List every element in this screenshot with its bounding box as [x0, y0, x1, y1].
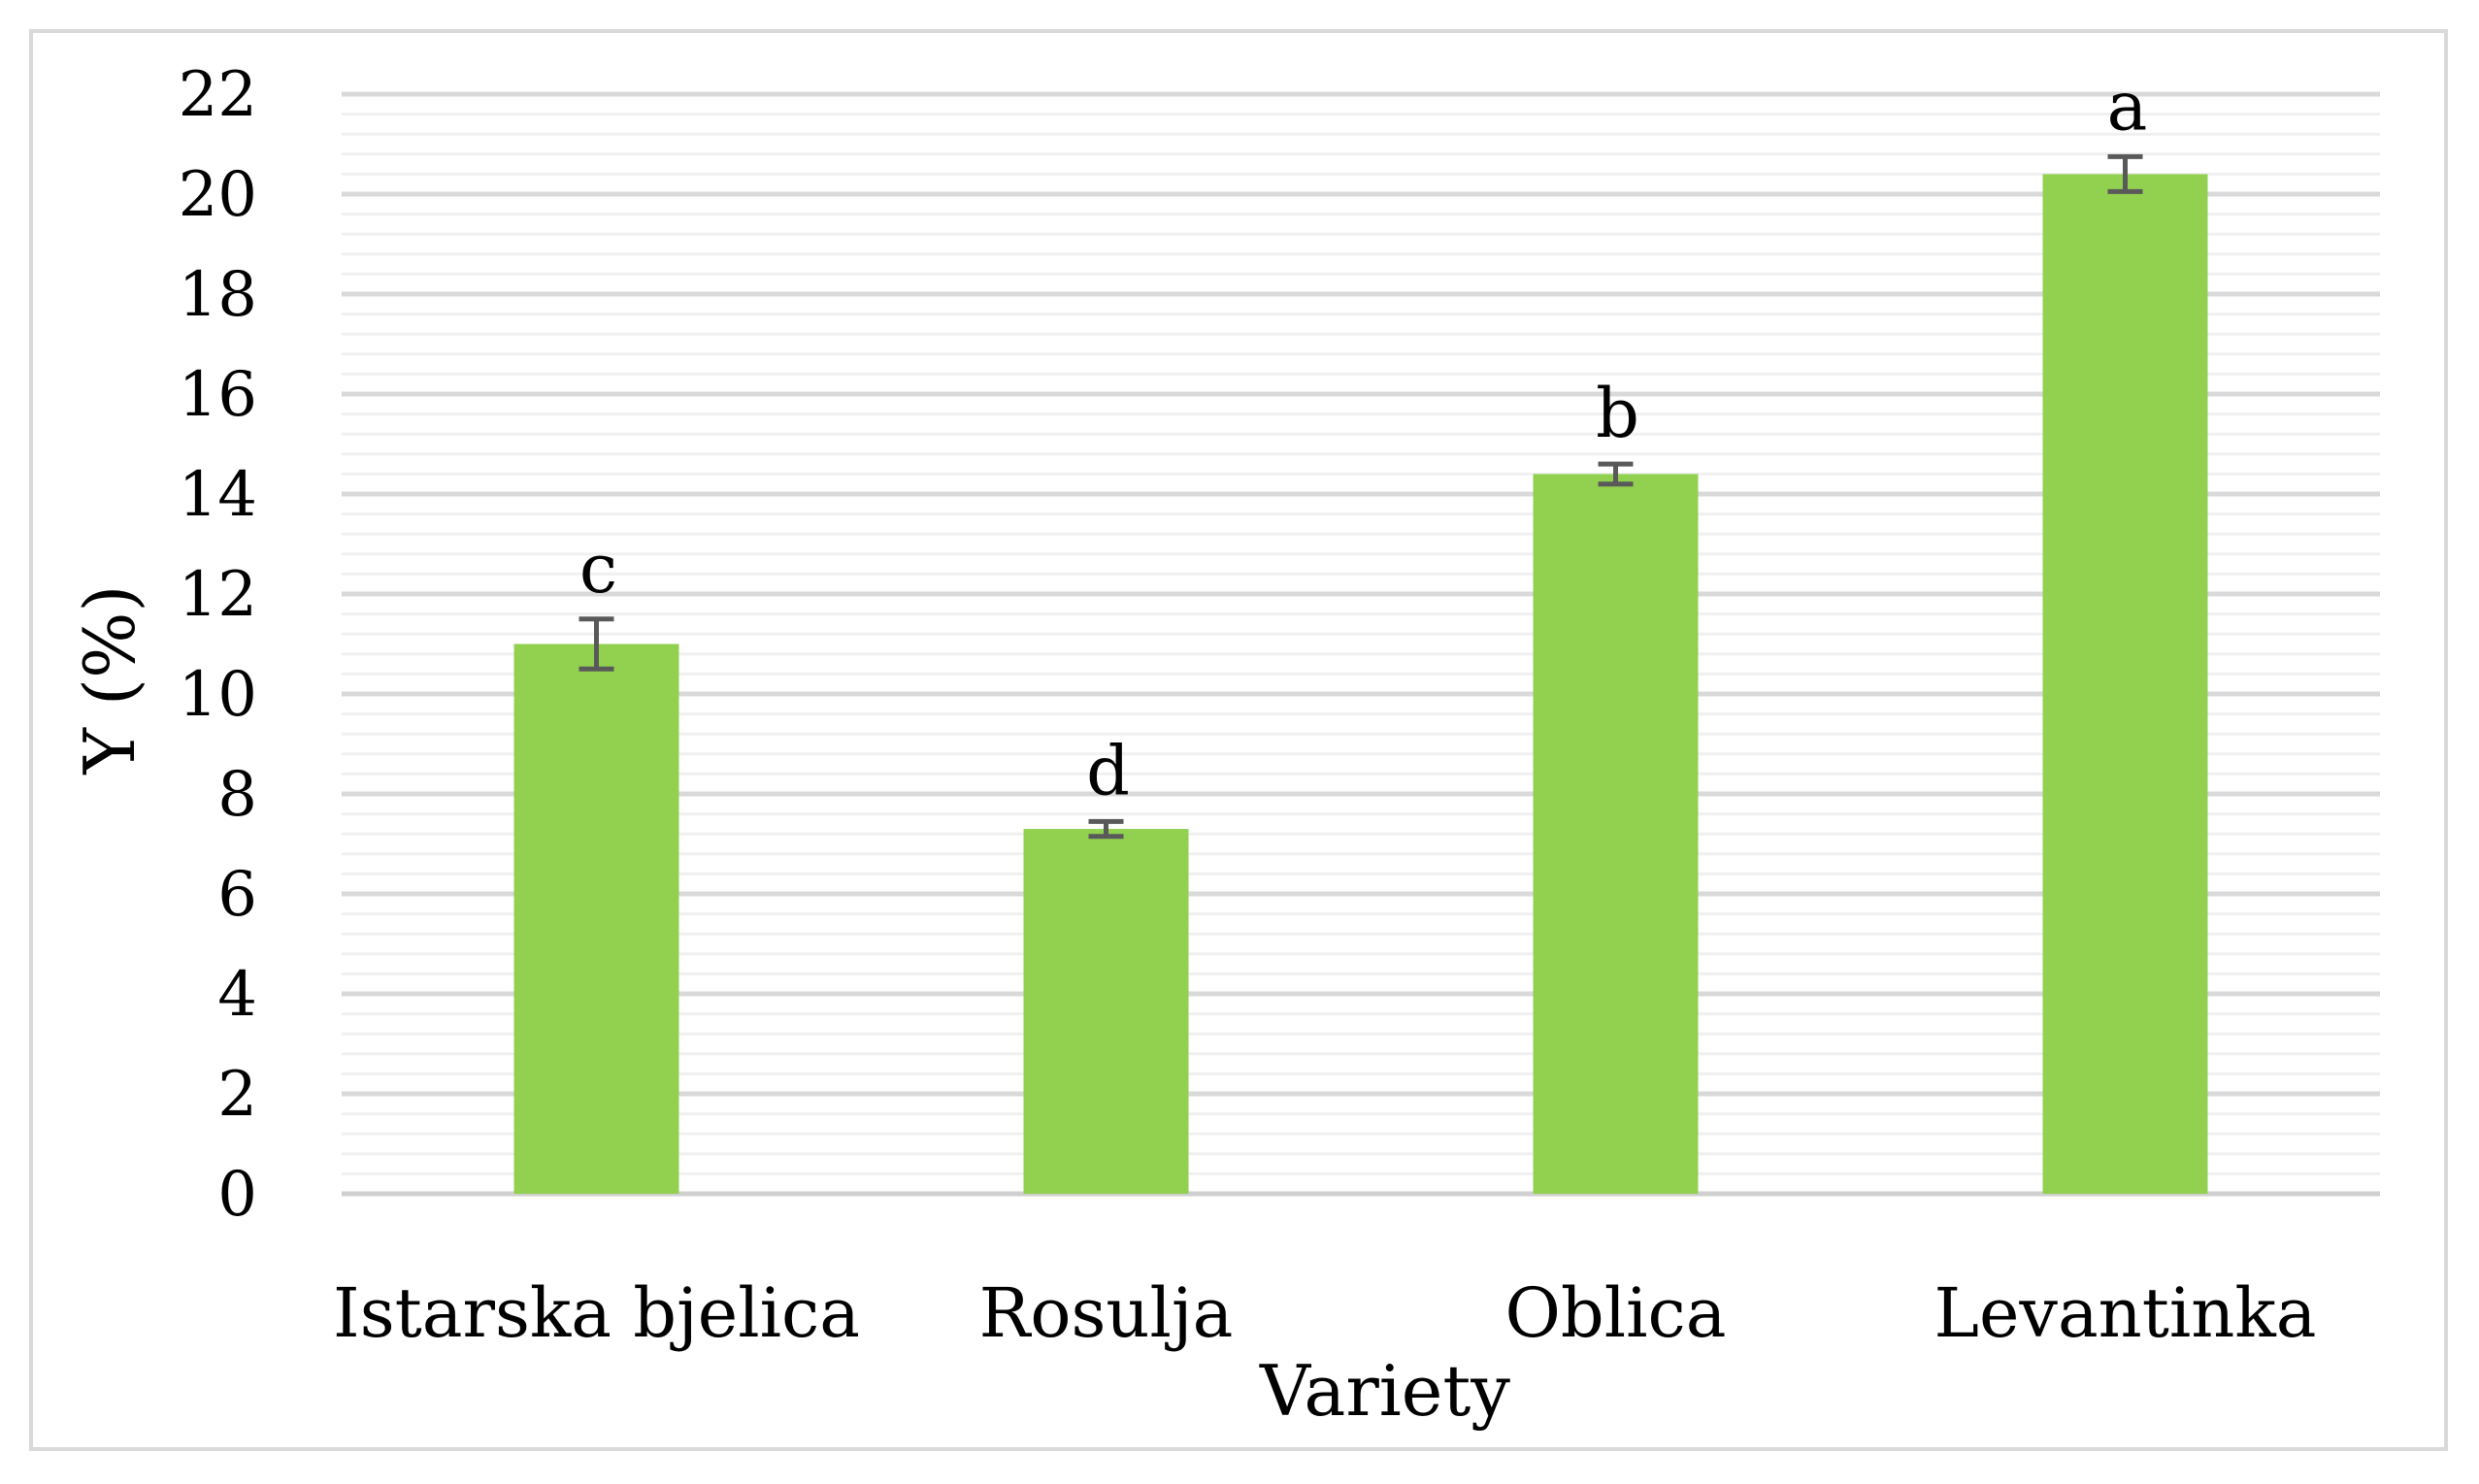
- minor-gridlines: [342, 113, 2380, 1175]
- y-tick-label: 6: [217, 859, 257, 931]
- y-tick-label: 0: [217, 1159, 257, 1231]
- bar: [1533, 474, 1699, 1194]
- bars: [513, 174, 2208, 1194]
- y-axis-title: Y (%): [69, 584, 150, 775]
- y-tick-label: 2: [217, 1059, 257, 1131]
- x-tick-label: Istarska bjelica: [333, 1273, 860, 1353]
- y-tick-label: 4: [217, 959, 257, 1031]
- y-tick-label: 18: [179, 259, 257, 331]
- bar: [2042, 174, 2208, 1194]
- x-tick-label: Levantinka: [1934, 1273, 2316, 1353]
- significance-letters: c d b a: [579, 66, 2147, 810]
- x-tick-label: Rosulja: [979, 1273, 1234, 1353]
- y-tick-label: 20: [179, 159, 257, 231]
- y-axis-ticks: 0 2 4 6 8 10 12 14 16 18 20 22: [179, 59, 257, 1231]
- y-tick-label: 22: [179, 59, 257, 131]
- x-axis-ticks: Istarska bjelica Rosulja Oblica Levantinka: [333, 1273, 2316, 1353]
- significance-letter: b: [1596, 374, 1639, 453]
- x-tick-label: Oblica: [1505, 1273, 1727, 1353]
- y-tick-label: 8: [217, 759, 257, 831]
- significance-letter: a: [2107, 66, 2148, 146]
- y-tick-label: 10: [179, 659, 257, 731]
- major-gridlines: [342, 91, 2380, 1197]
- bar: [1023, 829, 1189, 1194]
- y-tick-label: 12: [179, 559, 257, 631]
- bar: [513, 643, 679, 1194]
- y-tick-label: 16: [179, 359, 257, 431]
- y-tick-label: 14: [179, 459, 257, 531]
- x-axis-title: Variety: [1259, 1350, 1510, 1432]
- significance-letter: d: [1086, 731, 1130, 810]
- error-bars: [578, 153, 2143, 840]
- significance-letter: c: [579, 529, 617, 609]
